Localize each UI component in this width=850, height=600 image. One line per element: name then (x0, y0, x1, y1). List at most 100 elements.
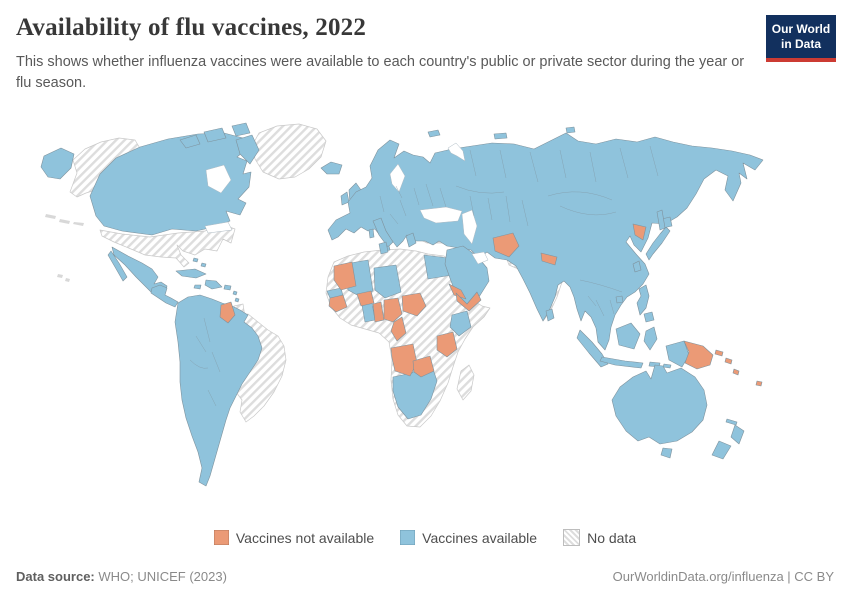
country-angola[interactable] (390, 343, 418, 377)
country-sakhalin[interactable] (656, 209, 666, 231)
page-title: Availability of flu vaccines, 2022 (16, 14, 367, 41)
country-greenland[interactable] (251, 123, 327, 180)
country-ireland[interactable] (340, 191, 350, 206)
country-new-caledonia[interactable] (725, 418, 738, 426)
legend-item-not-available[interactable]: Vaccines not available (213, 529, 375, 546)
country-australia[interactable] (611, 364, 708, 445)
country-fiji[interactable] (755, 380, 763, 387)
country-russia-west-tip[interactable] (40, 147, 75, 180)
arctic-russia-islands-1[interactable] (493, 132, 508, 140)
country-guyana[interactable] (219, 301, 236, 324)
novaya-zemlya-gap (447, 142, 466, 162)
country-new-zealand-south[interactable] (711, 440, 732, 460)
lesser-sunda-2[interactable] (662, 363, 672, 369)
legend-label-not-available: Vaccines not available (235, 529, 375, 546)
country-java[interactable] (599, 356, 644, 369)
country-puerto-rico[interactable] (223, 284, 232, 291)
country-nigeria[interactable] (383, 297, 403, 323)
country-italy[interactable] (372, 217, 394, 248)
owid-logo-line1: Our World (771, 22, 831, 36)
country-sulawesi[interactable] (643, 326, 658, 351)
country-cuba[interactable] (175, 268, 207, 279)
svalbard-islands[interactable] (427, 129, 441, 138)
country-tasmania[interactable] (660, 447, 673, 459)
legend-swatch-not-available (213, 530, 229, 545)
bahamas-2[interactable] (200, 262, 207, 268)
country-borders (189, 145, 659, 407)
country-sumatra[interactable] (576, 329, 609, 368)
country-north-korea[interactable] (632, 223, 647, 241)
country-new-zealand-north[interactable] (730, 424, 745, 445)
legend-item-no-data[interactable]: No data (563, 529, 636, 546)
legend-label-no-data: No data (587, 529, 637, 546)
lesser-antilles-1[interactable] (232, 290, 238, 296)
country-cameroon[interactable] (390, 316, 407, 342)
country-solomon-1[interactable] (714, 349, 724, 357)
country-solomon-2[interactable] (724, 357, 733, 365)
aleutians (45, 214, 84, 226)
country-greece[interactable] (405, 232, 417, 248)
country-hispaniola[interactable] (204, 279, 223, 290)
country-nepal[interactable] (540, 252, 558, 266)
country-zambia[interactable] (412, 355, 435, 378)
country-guinea[interactable] (328, 294, 348, 313)
country-jamaica[interactable] (193, 284, 202, 290)
legend-swatch-available (400, 530, 416, 545)
data-source: Data source: WHO; UNICEF (2023) (16, 569, 227, 584)
country-iceland[interactable] (320, 161, 343, 175)
country-burkina-faso[interactable] (356, 290, 375, 307)
country-vanuatu[interactable] (732, 368, 740, 376)
country-sri-lanka[interactable] (545, 308, 555, 322)
country-taiwan[interactable] (632, 260, 642, 273)
country-madagascar[interactable] (456, 364, 475, 401)
world-map[interactable] (0, 104, 850, 524)
country-borneo[interactable] (615, 322, 641, 350)
region-baja-california[interactable] (107, 250, 128, 282)
region-south-america[interactable] (174, 294, 263, 487)
owid-logo[interactable]: Our World in Data (766, 15, 836, 62)
country-japan[interactable] (645, 226, 671, 261)
country-kenya[interactable] (449, 310, 472, 337)
caspian-sea (461, 209, 478, 245)
data-source-text: WHO; UNICEF (2023) (94, 569, 227, 584)
country-chad-car[interactable] (401, 292, 427, 317)
countries-available[interactable] (40, 122, 764, 487)
footer-attribution[interactable]: OurWorldinData.org/influenza | CC BY (612, 569, 834, 584)
country-philippines-north[interactable] (636, 284, 650, 316)
country-sardinia[interactable] (368, 228, 375, 239)
country-papua-new-guinea[interactable] (683, 340, 714, 370)
arctic-island-baffin[interactable] (235, 134, 260, 165)
country-canada[interactable] (89, 132, 252, 236)
country-tanzania[interactable] (436, 331, 458, 358)
chart-subtitle: This shows whether influenza vaccines we… (16, 54, 745, 91)
region-central-america[interactable] (150, 284, 179, 308)
small-islands (45, 214, 84, 282)
country-yemen[interactable] (455, 291, 482, 312)
data-source-label: Data source: (16, 569, 95, 584)
legend-item-available[interactable]: Vaccines available (400, 530, 537, 546)
lesser-antilles-2[interactable] (234, 297, 240, 303)
sea-cutouts (204, 142, 489, 265)
country-togo-benin[interactable] (372, 301, 385, 323)
persian-gulf (471, 251, 489, 265)
owid-logo-line2: in Data (780, 37, 821, 51)
country-mauritania[interactable] (333, 261, 357, 291)
arctic-russia-islands-2[interactable] (565, 126, 576, 134)
country-tunisia[interactable] (378, 241, 389, 255)
country-afghanistan[interactable] (492, 232, 520, 258)
countries-not-available[interactable] (219, 223, 763, 387)
chart-footer: Data source: WHO; UNICEF (2023) OurWorld… (16, 569, 834, 584)
country-united-states[interactable] (99, 224, 236, 268)
hawaii (57, 274, 70, 282)
bahamas-1[interactable] (192, 257, 199, 263)
arctic-island-1[interactable] (179, 134, 201, 149)
arctic-island-2[interactable] (203, 127, 227, 143)
country-hainan[interactable] (615, 295, 624, 304)
hudson-bay (205, 164, 232, 194)
country-eritrea[interactable] (448, 283, 467, 300)
baltic-sea (389, 163, 406, 193)
arctic-island-3[interactable] (231, 122, 251, 137)
country-philippines-south[interactable] (643, 311, 655, 323)
country-niger[interactable] (373, 264, 402, 299)
